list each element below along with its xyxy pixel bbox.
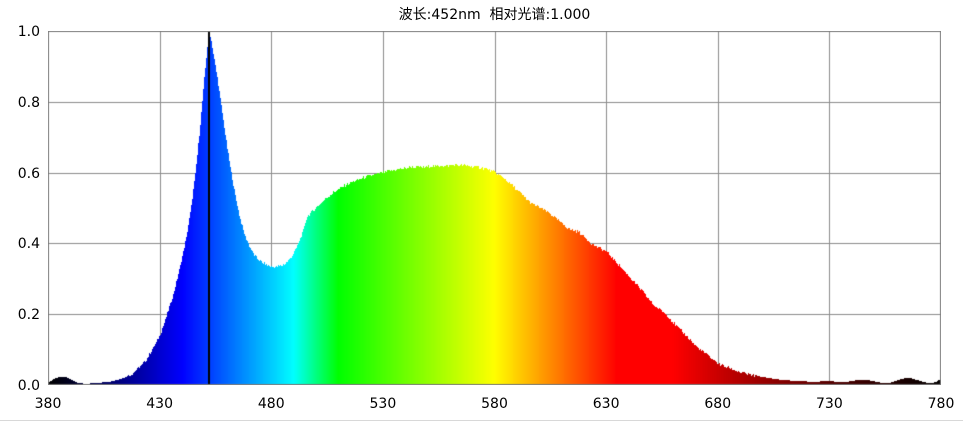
spectrum-plot-canvas <box>48 31 941 385</box>
y-tick-label: 0.2 <box>17 307 40 324</box>
y-tick-label: 0.4 <box>17 236 40 253</box>
y-tick-label: 1.0 <box>17 24 40 40</box>
chart-title: 波长:452nm 相对光谱:1.000 <box>398 7 591 23</box>
x-tick-label: 430 <box>146 396 173 412</box>
x-tick-label: 680 <box>704 396 732 412</box>
y-tick-label: 0.8 <box>17 94 40 111</box>
x-tick-label: 780 <box>927 396 955 412</box>
x-tick-label: 580 <box>481 396 508 412</box>
y-tick-label: 0.0 <box>17 378 40 394</box>
x-tick-label: 480 <box>257 396 285 412</box>
bottom-divider <box>0 420 963 421</box>
y-tick-label: 0.6 <box>17 165 40 182</box>
x-tick-label: 630 <box>592 396 620 412</box>
x-tick-label: 380 <box>34 396 62 412</box>
x-tick-label: 730 <box>816 396 843 412</box>
x-tick-label: 530 <box>369 396 397 412</box>
